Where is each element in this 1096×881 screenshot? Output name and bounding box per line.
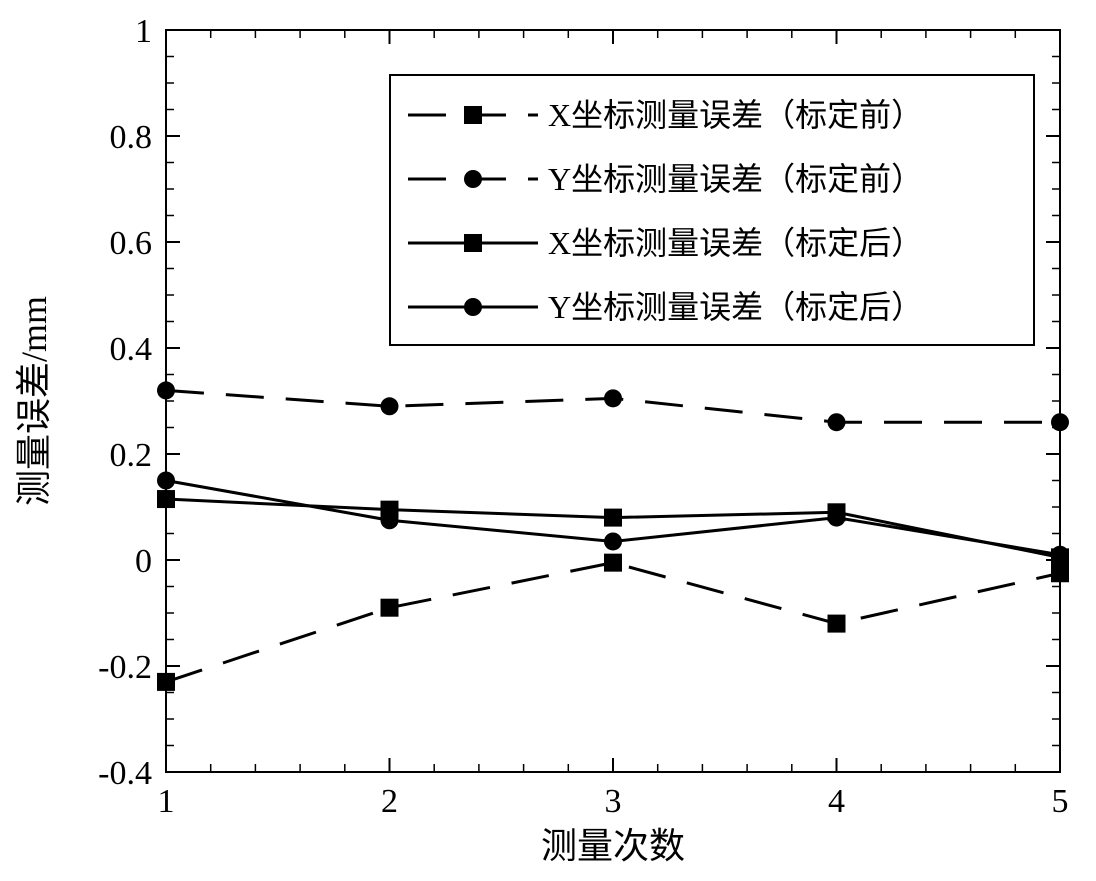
- circle-marker-icon: [157, 381, 175, 399]
- circle-marker-icon: [828, 413, 846, 431]
- x-axis-label: 测量次数: [541, 826, 685, 866]
- circle-marker-icon: [381, 511, 399, 529]
- y-tick-label: 0.2: [110, 437, 153, 474]
- circle-marker-icon: [381, 397, 399, 415]
- circle-marker-icon: [604, 389, 622, 407]
- y-tick-label: -0.2: [98, 649, 152, 686]
- legend-label: Y坐标测量误差（标定前）: [548, 161, 923, 197]
- circle-marker-icon: [157, 472, 175, 490]
- y-tick-label: -0.4: [98, 755, 152, 792]
- circle-marker-icon: [464, 298, 482, 316]
- circle-marker-icon: [604, 532, 622, 550]
- x-tick-label: 3: [605, 783, 622, 820]
- square-marker-icon: [464, 234, 482, 252]
- square-marker-icon: [1051, 564, 1069, 582]
- x-tick-label: 4: [828, 783, 845, 820]
- circle-marker-icon: [1051, 413, 1069, 431]
- circle-marker-icon: [464, 170, 482, 188]
- circle-marker-icon: [828, 509, 846, 527]
- y-axis-label: 测量误差/mm: [14, 296, 54, 506]
- square-marker-icon: [381, 599, 399, 617]
- square-marker-icon: [157, 490, 175, 508]
- line-chart: 1 2 3 4 5 -0.4 -0.2 0 0.2 0.4 0.6 0.8 1 测量次数 测量误差/mm X坐…: [0, 0, 1096, 881]
- x-tick-label: 1: [158, 783, 175, 820]
- square-marker-icon: [604, 509, 622, 527]
- circle-marker-icon: [1051, 546, 1069, 564]
- y-tick-label: 0.8: [110, 119, 153, 156]
- y-tick-label: 0.6: [110, 225, 153, 262]
- square-marker-icon: [828, 615, 846, 633]
- y-tick-label: 0.4: [110, 331, 153, 368]
- square-marker-icon: [464, 106, 482, 124]
- x-tick-label: 5: [1052, 783, 1069, 820]
- legend-label: X坐标测量误差（标定前）: [548, 97, 923, 133]
- square-marker-icon: [604, 554, 622, 572]
- square-marker-icon: [157, 673, 175, 691]
- chart-container: 1 2 3 4 5 -0.4 -0.2 0 0.2 0.4 0.6 0.8 1 测量次数 测量误差/mm X坐…: [0, 0, 1096, 881]
- legend-label: X坐标测量误差（标定后）: [548, 225, 923, 261]
- y-tick-label: 0: [135, 543, 152, 580]
- legend-label: Y坐标测量误差（标定后）: [548, 289, 923, 325]
- x-tick-label: 2: [381, 783, 398, 820]
- y-tick-label: 1: [135, 13, 152, 50]
